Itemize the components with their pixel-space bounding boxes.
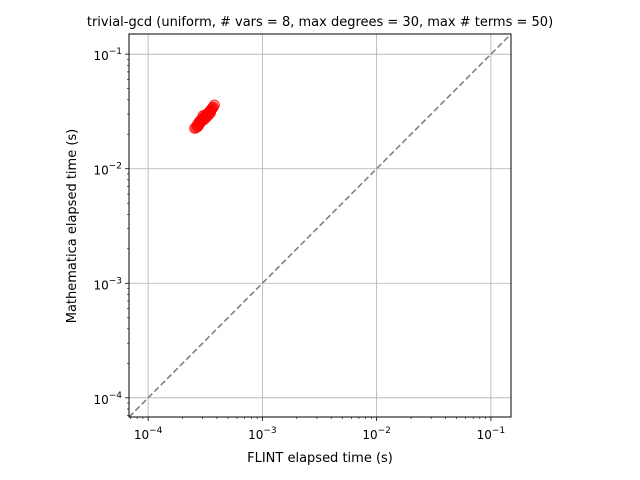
x-axis-ticks: 10−4 10−3 10−2 10−1 (130, 417, 505, 442)
y-tick-label: 10−4 (93, 391, 122, 407)
y-axis-label: Mathematica elapsed time (s) (65, 129, 80, 324)
y-axis-ticks: 10−4 10−3 10−2 10−1 (93, 47, 129, 416)
y-tick-label: 10−2 (93, 162, 122, 178)
x-tick-label: 10−1 (477, 426, 506, 442)
plot-frame (128, 33, 512, 418)
chart-title: trivial-gcd (uniform, # vars = 8, max de… (87, 15, 553, 30)
y-tick-label: 10−3 (93, 276, 122, 292)
data-point (203, 108, 215, 120)
x-axis-label: FLINT elapsed time (s) (247, 451, 393, 466)
grid-lines (129, 34, 511, 417)
reference-line (128, 33, 512, 418)
data-points (189, 99, 220, 134)
x-tick-label: 10−4 (134, 426, 163, 442)
x-tick-label: 10−3 (248, 426, 277, 442)
x-tick-label: 10−2 (362, 426, 391, 442)
data-point (205, 107, 217, 119)
y-tick-label: 10−1 (93, 47, 122, 63)
reference-line-group (128, 33, 512, 418)
